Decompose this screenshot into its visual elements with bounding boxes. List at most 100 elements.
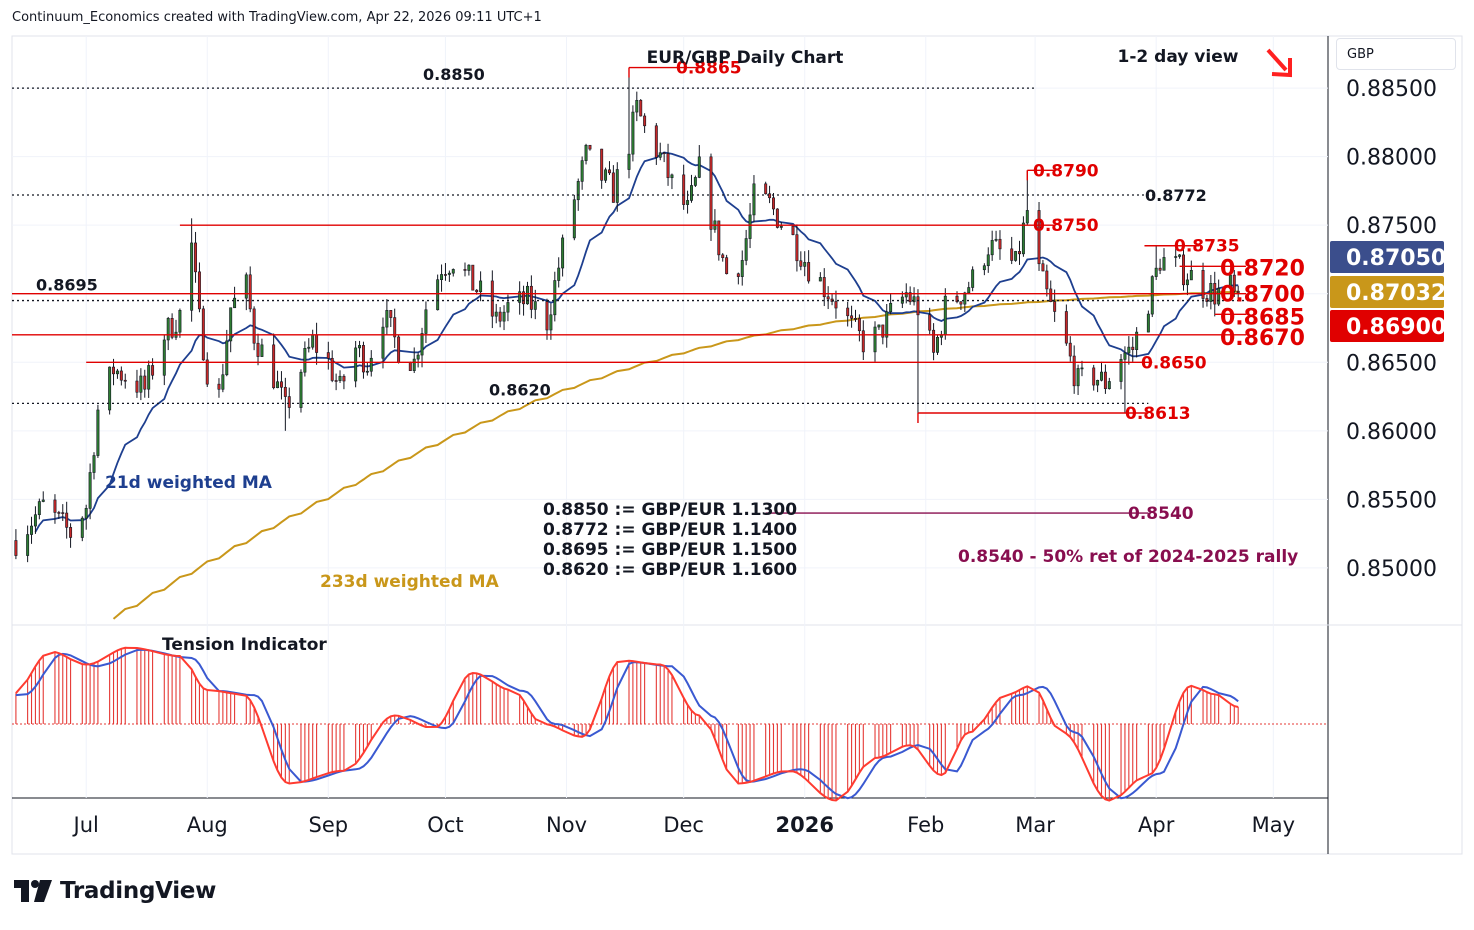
candle-down <box>217 383 221 390</box>
candle-up <box>627 153 631 170</box>
candle-up <box>311 334 315 348</box>
candle-down <box>932 329 936 353</box>
candle-up <box>1076 368 1080 387</box>
candle-down <box>639 99 643 117</box>
candle-down <box>1182 254 1185 286</box>
price-tag-box <box>1330 310 1444 342</box>
candle-down <box>326 352 330 359</box>
candle-up <box>889 302 893 313</box>
candle-up <box>424 309 428 334</box>
candle-up <box>912 296 916 303</box>
candle-up <box>1100 371 1103 381</box>
candle-down <box>717 220 721 256</box>
candle-down <box>1201 270 1205 299</box>
candle-up <box>877 324 881 328</box>
candle-up <box>670 174 674 179</box>
currency-label: GBP <box>1347 46 1374 62</box>
candle-down <box>850 315 854 319</box>
x-tick-label: Aug <box>187 813 228 837</box>
price-tag-box <box>1330 276 1444 308</box>
candle-down <box>53 499 57 513</box>
candle-down <box>822 277 826 298</box>
candle-up <box>190 242 194 311</box>
levels <box>12 66 1250 514</box>
x-axis: Jul Aug Sep Oct Nov Dec 2026 Feb Mar Apr May <box>72 813 1296 837</box>
candle-up <box>369 357 373 372</box>
candle-down <box>315 334 319 353</box>
candle-up <box>178 309 182 333</box>
level-label: 0.8750 <box>1033 216 1099 236</box>
tradingview-logo[interactable]: TradingView <box>14 878 216 904</box>
x-tick-label: Mar <box>1015 813 1055 837</box>
candle-down <box>1068 342 1072 357</box>
candle-down <box>194 242 198 273</box>
candle-down <box>471 264 475 291</box>
candle-up <box>1174 256 1178 258</box>
candle-down <box>928 314 932 331</box>
candle-down <box>393 317 397 338</box>
candle-down <box>57 512 61 514</box>
candle-up <box>385 310 389 328</box>
candle-up <box>80 517 84 538</box>
candle-down <box>522 291 526 305</box>
candle-up <box>451 269 455 274</box>
currency-selector[interactable]: GBP <box>1336 38 1456 70</box>
candle-up <box>502 311 506 322</box>
candle-down <box>361 345 365 373</box>
x-tick-label: Apr <box>1138 813 1175 837</box>
candle-down <box>143 375 147 390</box>
candle-up <box>440 274 444 281</box>
candle-up <box>635 99 639 113</box>
candle-down <box>768 193 772 199</box>
candle-down <box>1049 288 1053 302</box>
y-axis: 0.885000.880000.875000.870000.865000.860… <box>1330 77 1446 582</box>
candle-up <box>412 358 416 371</box>
candle-down <box>1072 355 1076 387</box>
candle-up <box>1154 267 1158 277</box>
candle-up <box>1185 279 1189 286</box>
chart-border <box>11 35 1463 855</box>
candle-up <box>92 455 96 473</box>
candle-up <box>30 525 33 535</box>
candle-down <box>857 318 861 332</box>
candle-up <box>1080 367 1084 370</box>
candle-up <box>307 346 311 349</box>
candle-down <box>334 380 338 382</box>
candle-up <box>943 295 947 336</box>
candle-down <box>197 271 201 310</box>
candle-down <box>151 365 155 376</box>
conversion-note: 0.8620 := GBP/EUR 1.1600 <box>543 560 797 580</box>
candle-down <box>1037 210 1041 265</box>
candle-up <box>803 262 807 267</box>
candle-down <box>490 280 494 317</box>
candle-down <box>463 269 467 271</box>
down-arrow-icon-head <box>1271 58 1292 78</box>
candle-up <box>37 501 41 516</box>
candle-down <box>998 238 1002 250</box>
y-tick-label: 0.85500 <box>1346 488 1437 513</box>
candle-up <box>244 274 248 299</box>
candle-up <box>494 311 498 317</box>
candle-down <box>135 380 139 393</box>
candle-up <box>354 347 358 382</box>
x-tick-label: Jul <box>72 813 99 837</box>
candle-up <box>615 169 619 203</box>
candle-up <box>108 366 112 411</box>
candle-down <box>908 292 912 303</box>
candle-up <box>986 254 990 267</box>
chart-attribution: Continuum_Economics created with Trading… <box>12 10 542 25</box>
candle-down <box>709 156 713 230</box>
candle-down <box>498 311 502 322</box>
candle-down <box>736 273 740 277</box>
candle-up <box>690 185 693 201</box>
candle-down <box>764 183 768 195</box>
y-tick-label: 0.88000 <box>1346 146 1437 171</box>
candle-up <box>447 272 451 275</box>
candle-up <box>686 200 690 205</box>
candle-down <box>123 379 127 382</box>
candle-down <box>279 381 283 388</box>
candle-up <box>166 318 170 341</box>
candle-up <box>381 326 385 359</box>
candle-down <box>654 125 658 158</box>
candle-down <box>1045 270 1049 290</box>
